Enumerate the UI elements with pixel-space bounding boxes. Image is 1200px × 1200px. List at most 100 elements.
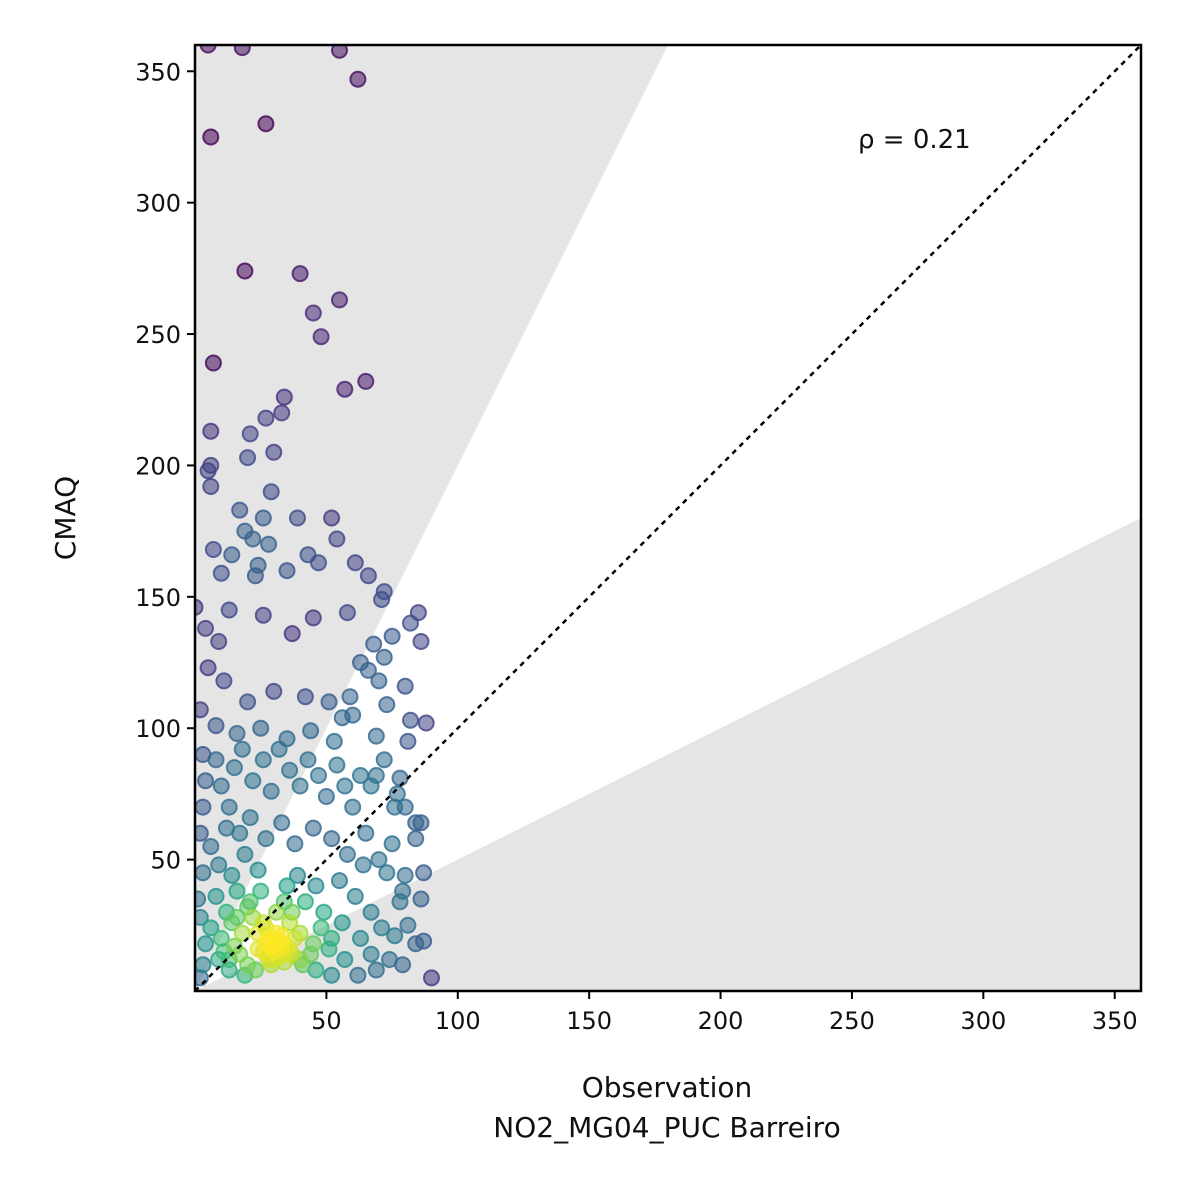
data-point [407, 830, 425, 848]
data-point [195, 864, 212, 882]
data-point [204, 541, 222, 558]
data-point [323, 509, 341, 527]
data-point [231, 824, 249, 842]
data-point [204, 354, 222, 372]
data-point [202, 919, 220, 937]
data-point [207, 751, 225, 769]
data-point [273, 814, 291, 832]
data-point [202, 478, 220, 495]
data-point [202, 456, 220, 474]
y-axis-label: CMAQ [49, 476, 82, 560]
x-tick-label: 150 [566, 1007, 612, 1035]
data-point [291, 265, 309, 283]
data-point [244, 530, 262, 548]
data-point [252, 882, 270, 900]
data-point [352, 767, 369, 784]
data-point [278, 562, 296, 580]
data-point [202, 838, 220, 855]
data-point [202, 422, 220, 440]
data-point [257, 409, 275, 427]
data-point [197, 619, 214, 637]
data-point [375, 751, 393, 769]
x-axis-ticks: 50 100 150 200 250 300 350 [311, 991, 1138, 1035]
data-point [367, 727, 385, 745]
data-point [344, 798, 362, 816]
x-tick-label: 250 [829, 1007, 875, 1035]
data-point [336, 777, 354, 795]
data-point [373, 919, 391, 937]
data-point [349, 966, 367, 984]
y-tick-label: 250 [135, 321, 181, 349]
data-point [268, 903, 285, 921]
data-point [241, 425, 259, 443]
data-point [315, 903, 333, 921]
y-tick-label: 350 [135, 58, 181, 86]
data-point [304, 304, 322, 322]
data-point [296, 688, 314, 706]
data-point [215, 672, 233, 690]
y-axis-ticks: 50 100 150 200 250 300 350 [135, 58, 195, 875]
x-tick-label: 50 [311, 1007, 342, 1035]
x-axis-sublabel: NO2_MG04_PUC Barreiro [493, 1111, 840, 1144]
data-points [195, 45, 440, 987]
data-point [195, 824, 209, 842]
data-point [331, 872, 348, 890]
data-point [373, 591, 391, 608]
data-point [195, 956, 212, 974]
data-point [220, 798, 238, 816]
data-point [225, 759, 243, 777]
data-point [402, 614, 419, 632]
data-point [241, 809, 259, 827]
data-point [402, 711, 419, 729]
data-point [320, 940, 338, 958]
data-point [231, 945, 249, 963]
x-axis-label: Observation [582, 1071, 753, 1104]
data-point [346, 887, 364, 905]
data-point [336, 380, 354, 398]
data-point [391, 893, 409, 911]
data-point [281, 761, 299, 779]
data-point [197, 935, 214, 953]
data-point [365, 635, 383, 653]
data-point [412, 890, 430, 908]
data-point [312, 919, 330, 937]
data-point [359, 661, 377, 679]
data-point [195, 798, 212, 816]
data-point [236, 262, 254, 280]
data-point [254, 751, 272, 769]
y-tick-label: 50 [150, 847, 181, 875]
data-point [396, 677, 414, 695]
data-point [407, 935, 425, 953]
data-point [352, 929, 369, 947]
data-point [195, 890, 207, 908]
data-point [291, 777, 309, 795]
correlation-annotation: ρ = 0.21 [858, 125, 971, 155]
data-point [328, 756, 346, 774]
data-point [367, 961, 385, 979]
data-point [357, 824, 375, 842]
data-point [323, 966, 341, 984]
data-point [207, 887, 225, 905]
data-point [197, 772, 214, 790]
data-point [299, 751, 317, 769]
data-point [359, 567, 377, 585]
data-point [302, 722, 320, 740]
data-point [244, 772, 262, 790]
x-tick-label: 300 [960, 1007, 1006, 1035]
data-point [386, 927, 404, 945]
data-point [202, 128, 220, 146]
data-point [423, 969, 440, 987]
data-point [220, 601, 238, 619]
data-point [307, 877, 325, 895]
data-point [249, 556, 267, 574]
data-point [336, 951, 354, 968]
x-tick-label: 100 [435, 1007, 481, 1035]
data-point [378, 864, 396, 882]
data-point [265, 443, 283, 461]
data-point [233, 45, 251, 57]
data-point [370, 672, 388, 690]
data-point [396, 866, 414, 884]
data-point [317, 788, 335, 805]
data-point [383, 835, 401, 853]
data-point [223, 866, 241, 884]
